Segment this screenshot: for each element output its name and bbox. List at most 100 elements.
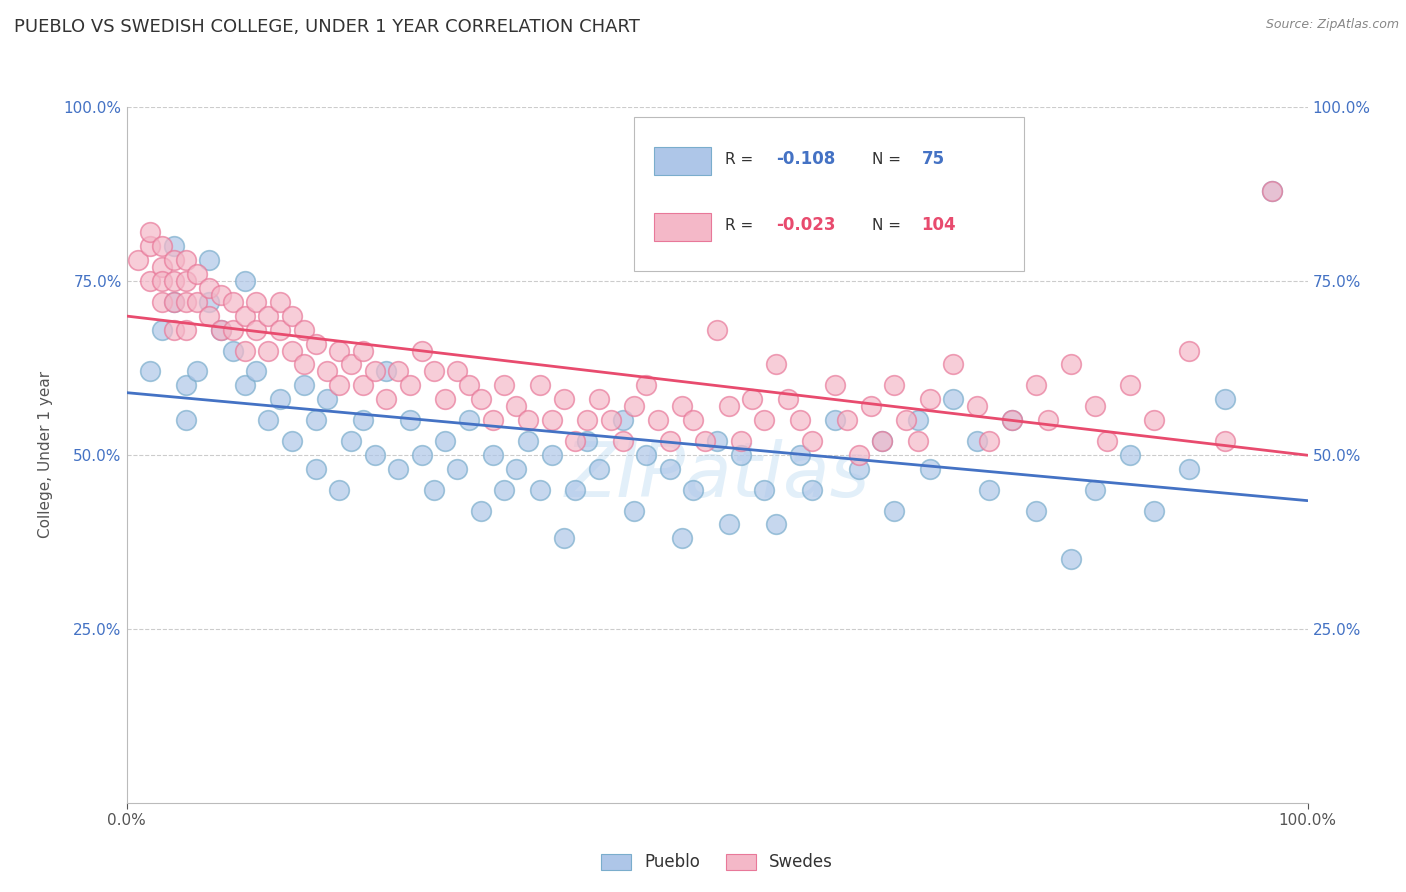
Point — [150, 294, 173, 309]
Point — [612, 434, 634, 448]
Point — [1025, 378, 1047, 392]
Point — [281, 343, 304, 358]
Point — [304, 413, 326, 427]
Point — [754, 483, 776, 497]
Point — [281, 434, 304, 448]
Point — [434, 434, 457, 448]
Point — [494, 483, 516, 497]
Text: N =: N = — [872, 218, 905, 233]
Point — [222, 323, 245, 337]
Point — [918, 392, 941, 407]
Point — [1036, 413, 1059, 427]
Point — [1084, 399, 1107, 413]
Point — [328, 378, 350, 392]
Point — [883, 378, 905, 392]
Point — [800, 483, 823, 497]
Point — [540, 413, 562, 427]
Legend: Pueblo, Swedes: Pueblo, Swedes — [595, 847, 839, 878]
Point — [387, 462, 409, 476]
Point — [636, 378, 658, 392]
Point — [458, 378, 481, 392]
Point — [352, 378, 374, 392]
Point — [352, 343, 374, 358]
Point — [1261, 184, 1284, 198]
Text: Source: ZipAtlas.com: Source: ZipAtlas.com — [1265, 18, 1399, 31]
Text: 75: 75 — [921, 150, 945, 169]
Point — [848, 448, 870, 462]
Point — [198, 253, 221, 268]
Point — [422, 483, 444, 497]
Point — [470, 503, 492, 517]
Point — [517, 434, 540, 448]
Point — [446, 462, 468, 476]
Point — [966, 434, 988, 448]
Point — [540, 448, 562, 462]
Text: N =: N = — [872, 152, 905, 167]
Point — [163, 323, 186, 337]
Point — [966, 399, 988, 413]
Point — [446, 364, 468, 378]
Point — [139, 274, 162, 288]
Point — [209, 323, 232, 337]
Point — [257, 413, 280, 427]
Point — [245, 323, 267, 337]
Point — [458, 413, 481, 427]
Point — [647, 413, 669, 427]
Point — [174, 378, 197, 392]
Point — [281, 309, 304, 323]
FancyBboxPatch shape — [634, 118, 1024, 270]
Point — [233, 378, 256, 392]
Text: R =: R = — [725, 152, 758, 167]
Point — [682, 413, 704, 427]
Point — [186, 364, 208, 378]
Point — [859, 399, 882, 413]
FancyBboxPatch shape — [654, 146, 711, 175]
Point — [588, 392, 610, 407]
Point — [174, 413, 197, 427]
Point — [316, 392, 339, 407]
Point — [269, 392, 291, 407]
Point — [139, 239, 162, 253]
Point — [174, 253, 197, 268]
Point — [209, 288, 232, 302]
Point — [942, 358, 965, 372]
Point — [434, 392, 457, 407]
Point — [576, 413, 599, 427]
Point — [150, 260, 173, 274]
Point — [411, 448, 433, 462]
Point — [588, 462, 610, 476]
Point — [529, 378, 551, 392]
Point — [883, 503, 905, 517]
Point — [257, 343, 280, 358]
Point — [1060, 358, 1083, 372]
Point — [1178, 462, 1201, 476]
Point — [257, 309, 280, 323]
Point — [517, 413, 540, 427]
Point — [682, 483, 704, 497]
Point — [150, 323, 173, 337]
Point — [658, 434, 681, 448]
Point — [706, 323, 728, 337]
Point — [139, 364, 162, 378]
Point — [1143, 503, 1166, 517]
Point — [375, 392, 398, 407]
Text: PUEBLO VS SWEDISH COLLEGE, UNDER 1 YEAR CORRELATION CHART: PUEBLO VS SWEDISH COLLEGE, UNDER 1 YEAR … — [14, 18, 640, 36]
Point — [1261, 184, 1284, 198]
Point — [1001, 413, 1024, 427]
Point — [1095, 434, 1118, 448]
Point — [340, 434, 363, 448]
Point — [789, 448, 811, 462]
Point — [1213, 392, 1236, 407]
Point — [918, 462, 941, 476]
Point — [505, 462, 527, 476]
Point — [1119, 378, 1142, 392]
Point — [304, 336, 326, 351]
Point — [174, 323, 197, 337]
Point — [776, 392, 799, 407]
Point — [623, 503, 645, 517]
Point — [222, 343, 245, 358]
FancyBboxPatch shape — [654, 213, 711, 241]
Point — [730, 448, 752, 462]
Point — [139, 225, 162, 239]
Point — [328, 483, 350, 497]
